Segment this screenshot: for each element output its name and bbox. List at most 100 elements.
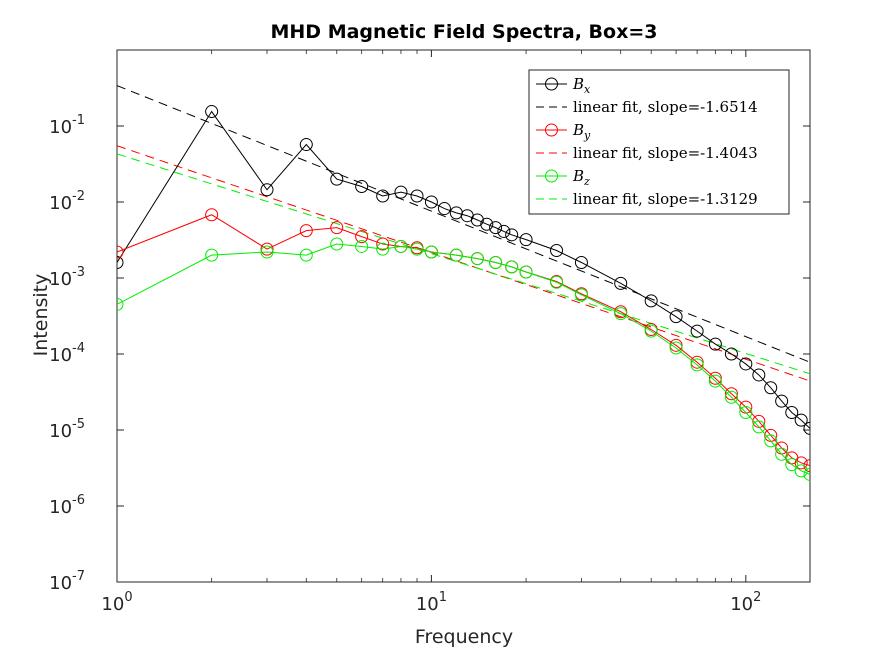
data-point-bz [794, 464, 808, 478]
series-line-by [117, 214, 810, 467]
data-point-bx [260, 183, 274, 197]
legend-marker-by [545, 123, 558, 137]
data-point-bx [550, 244, 564, 258]
legend-label-by_fit: linear fit, slope=-1.4043 [573, 144, 758, 162]
data-point-bx [785, 405, 799, 419]
data-point-bx [752, 368, 766, 382]
data-point-bz [724, 390, 738, 404]
data-point-bz [550, 275, 564, 289]
data-point-bx [803, 421, 810, 435]
data-point-bz [739, 405, 753, 419]
data-point-by [117, 245, 124, 259]
data-point-bz [449, 248, 463, 262]
data-point-bz [574, 288, 588, 302]
legend-label-bx_fit: linear fit, slope=-1.6514 [573, 98, 758, 116]
y-tick-label: 10-2 [49, 189, 85, 214]
data-point-by [794, 456, 808, 470]
data-point-bx [117, 255, 124, 269]
data-point-bz [410, 242, 424, 256]
data-point-bz [803, 467, 810, 481]
legend-box [528, 69, 790, 215]
data-point-bx [355, 179, 369, 193]
y-tick-label: 10-6 [49, 493, 85, 518]
x-tick-label: 101 [416, 590, 447, 615]
data-point-bx [614, 276, 628, 290]
data-point-bx [669, 310, 683, 324]
legend-label-bz_fit: linear fit, slope=-1.3129 [573, 190, 758, 208]
data-point-bz [394, 239, 408, 253]
data-point-bx [424, 195, 438, 209]
data-point-bz [690, 358, 704, 372]
chart-title: MHD Magnetic Field Spectra, Box=3 [271, 21, 658, 43]
data-point-bx [764, 381, 778, 395]
legend-label-bz: Bz [572, 167, 590, 188]
data-point-bz [299, 248, 313, 262]
data-point-bx [775, 394, 789, 408]
data-point-bz [752, 420, 766, 434]
data-point-bx [489, 221, 503, 235]
data-point-bz [519, 265, 533, 279]
data-point-bx [690, 324, 704, 338]
data-point-by [299, 224, 313, 238]
data-point-bz [376, 242, 390, 256]
legend: Bx linear fit, slope=-1.6514 By linear fit,… [528, 69, 790, 215]
data-point-bx [437, 202, 451, 216]
data-point-bx [330, 172, 344, 186]
data-point-bx [410, 189, 424, 203]
fit-line-bx_fit [117, 85, 810, 363]
data-point-bz [260, 245, 274, 259]
data-point-bx [480, 217, 494, 231]
data-point-bz [669, 341, 683, 355]
y-tick-label: 10-7 [49, 569, 85, 594]
data-point-bz [644, 324, 658, 338]
data-point-by [724, 387, 738, 401]
data-point-bx [497, 224, 511, 238]
data-point-bx [205, 105, 219, 119]
data-point-by [260, 242, 274, 256]
y-tick-label: 10-3 [49, 265, 85, 290]
data-point-bz [489, 255, 503, 269]
data-point-bz [708, 374, 722, 388]
data-point-bz [330, 237, 344, 251]
y-tick-label: 10-5 [49, 417, 85, 442]
series-line-bx [117, 110, 810, 429]
data-point-bx [724, 347, 738, 361]
data-point-bx [739, 357, 753, 371]
data-point-by [708, 371, 722, 385]
legend-label-bx: Bx [572, 75, 591, 96]
data-point-bx [505, 228, 519, 242]
data-point-bx [794, 413, 808, 427]
axes-box [116, 49, 811, 583]
data-point-by [376, 237, 390, 251]
y-axis-label: Intensity [30, 274, 52, 357]
data-point-bx [519, 233, 533, 247]
data-point-bz [785, 458, 799, 472]
minor-ticks [211, 50, 732, 582]
data-point-bz [355, 239, 369, 253]
x-tick-label: 100 [101, 590, 132, 615]
data-point-bz [205, 248, 219, 262]
plot-area: 100 101 102 10-7 10-6 10-5 10-4 10-3 10-2 10-1 [49, 49, 811, 615]
data-point-by [355, 230, 369, 244]
data-point-bx [708, 337, 722, 351]
data-point-bz [470, 252, 484, 266]
data-point-by [330, 221, 344, 235]
data-point-by [205, 208, 219, 222]
data-point-bx [644, 294, 658, 308]
x-axis-label: Frequency [415, 626, 513, 648]
data-point-bx [574, 255, 588, 269]
legend-marker-bx [545, 77, 558, 91]
series-line-bz [117, 243, 810, 475]
x-tick-label: 102 [730, 590, 761, 615]
legend-label-by: By [572, 121, 591, 142]
data-point-bx [376, 189, 390, 203]
y-tick-label: 10-4 [49, 341, 85, 366]
data-point-bz [775, 447, 789, 461]
data-point-bx [470, 213, 484, 227]
legend-marker-bz [545, 169, 558, 183]
data-point-bz [614, 307, 628, 321]
data-point-bz [117, 297, 124, 311]
data-point-bz [424, 245, 438, 259]
